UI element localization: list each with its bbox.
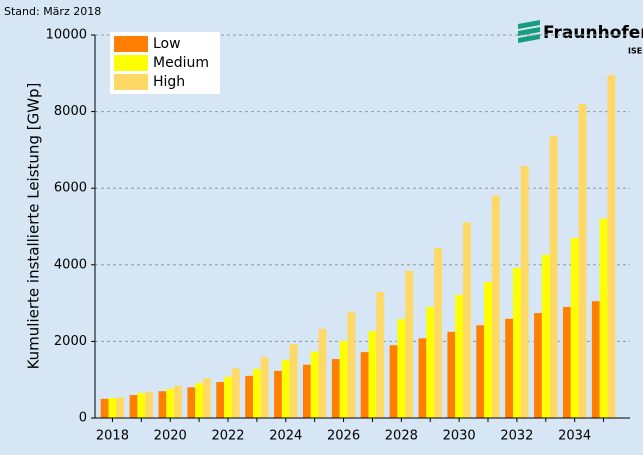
bar — [339, 341, 348, 418]
bar — [108, 398, 117, 418]
bar — [231, 368, 240, 418]
bar — [289, 344, 298, 418]
x-tick-label: 2028 — [385, 429, 418, 444]
y-tick-label: 4000 — [54, 257, 87, 272]
x-tick-label: 2022 — [211, 429, 244, 444]
bar — [310, 351, 319, 418]
bar — [505, 318, 513, 418]
bar — [599, 218, 608, 418]
legend-label: Medium — [153, 55, 209, 71]
bar — [376, 291, 385, 418]
bar — [203, 378, 211, 418]
y-tick-label: 10000 — [46, 28, 87, 43]
bar — [484, 282, 492, 418]
bar — [331, 359, 340, 418]
bar — [166, 388, 175, 418]
bar — [389, 345, 398, 418]
bar — [368, 331, 377, 418]
bar — [224, 377, 232, 418]
bar — [216, 381, 225, 418]
bar — [447, 331, 456, 418]
bar — [397, 319, 406, 418]
y-tick-label: 2000 — [54, 334, 87, 349]
logo-mark — [518, 20, 540, 43]
y-tick-label: 6000 — [54, 181, 87, 196]
legend-label: High — [153, 74, 185, 90]
bar — [347, 311, 356, 418]
bar — [570, 237, 579, 418]
bar — [434, 247, 442, 418]
bar — [302, 364, 311, 418]
bar — [129, 395, 138, 418]
bar — [512, 267, 521, 418]
x-tick-label: 2020 — [154, 429, 187, 444]
legend-swatch — [114, 36, 148, 52]
x-tick-label: 2018 — [96, 429, 129, 444]
bar — [520, 165, 529, 418]
x-tick-label: 2032 — [500, 429, 533, 444]
bar — [578, 103, 587, 418]
bar — [549, 136, 558, 418]
bar — [100, 398, 109, 418]
bar — [260, 357, 269, 418]
bar — [158, 391, 167, 418]
bar — [541, 254, 550, 418]
x-tick-label: 2024 — [269, 429, 302, 444]
bar — [455, 295, 464, 418]
bar — [426, 306, 435, 418]
bar — [274, 370, 282, 418]
y-tick-label: 8000 — [54, 104, 87, 119]
bar — [463, 222, 471, 418]
legend-swatch — [114, 55, 148, 71]
bar — [418, 338, 427, 418]
bar — [360, 352, 369, 418]
bar — [174, 385, 182, 418]
bar — [318, 329, 327, 418]
logo-unit: ISE — [628, 47, 642, 56]
y-axis-label: Kumulierte installierte Leistung [GWp] — [25, 83, 43, 370]
legend-swatch — [114, 74, 148, 90]
x-tick-label: 2026 — [327, 429, 360, 444]
bar — [116, 397, 125, 418]
bar — [607, 75, 616, 418]
bar — [187, 387, 196, 418]
x-tick-label: 2030 — [443, 429, 476, 444]
bar — [591, 301, 600, 418]
bar — [534, 313, 542, 418]
logo-name: Fraunhofer — [543, 23, 643, 43]
bar — [137, 393, 146, 418]
legend-label: Low — [153, 36, 181, 52]
bar — [405, 270, 414, 418]
bar — [252, 368, 261, 418]
y-tick-label: 0 — [79, 411, 87, 426]
subtitle: Stand: März 2018 — [4, 5, 101, 18]
x-tick-label: 2034 — [558, 429, 591, 444]
bar — [145, 391, 154, 418]
bar — [281, 360, 290, 418]
bar — [476, 325, 485, 418]
bar — [562, 306, 571, 418]
bar — [245, 375, 253, 418]
bar — [491, 195, 500, 418]
bar — [195, 383, 204, 418]
